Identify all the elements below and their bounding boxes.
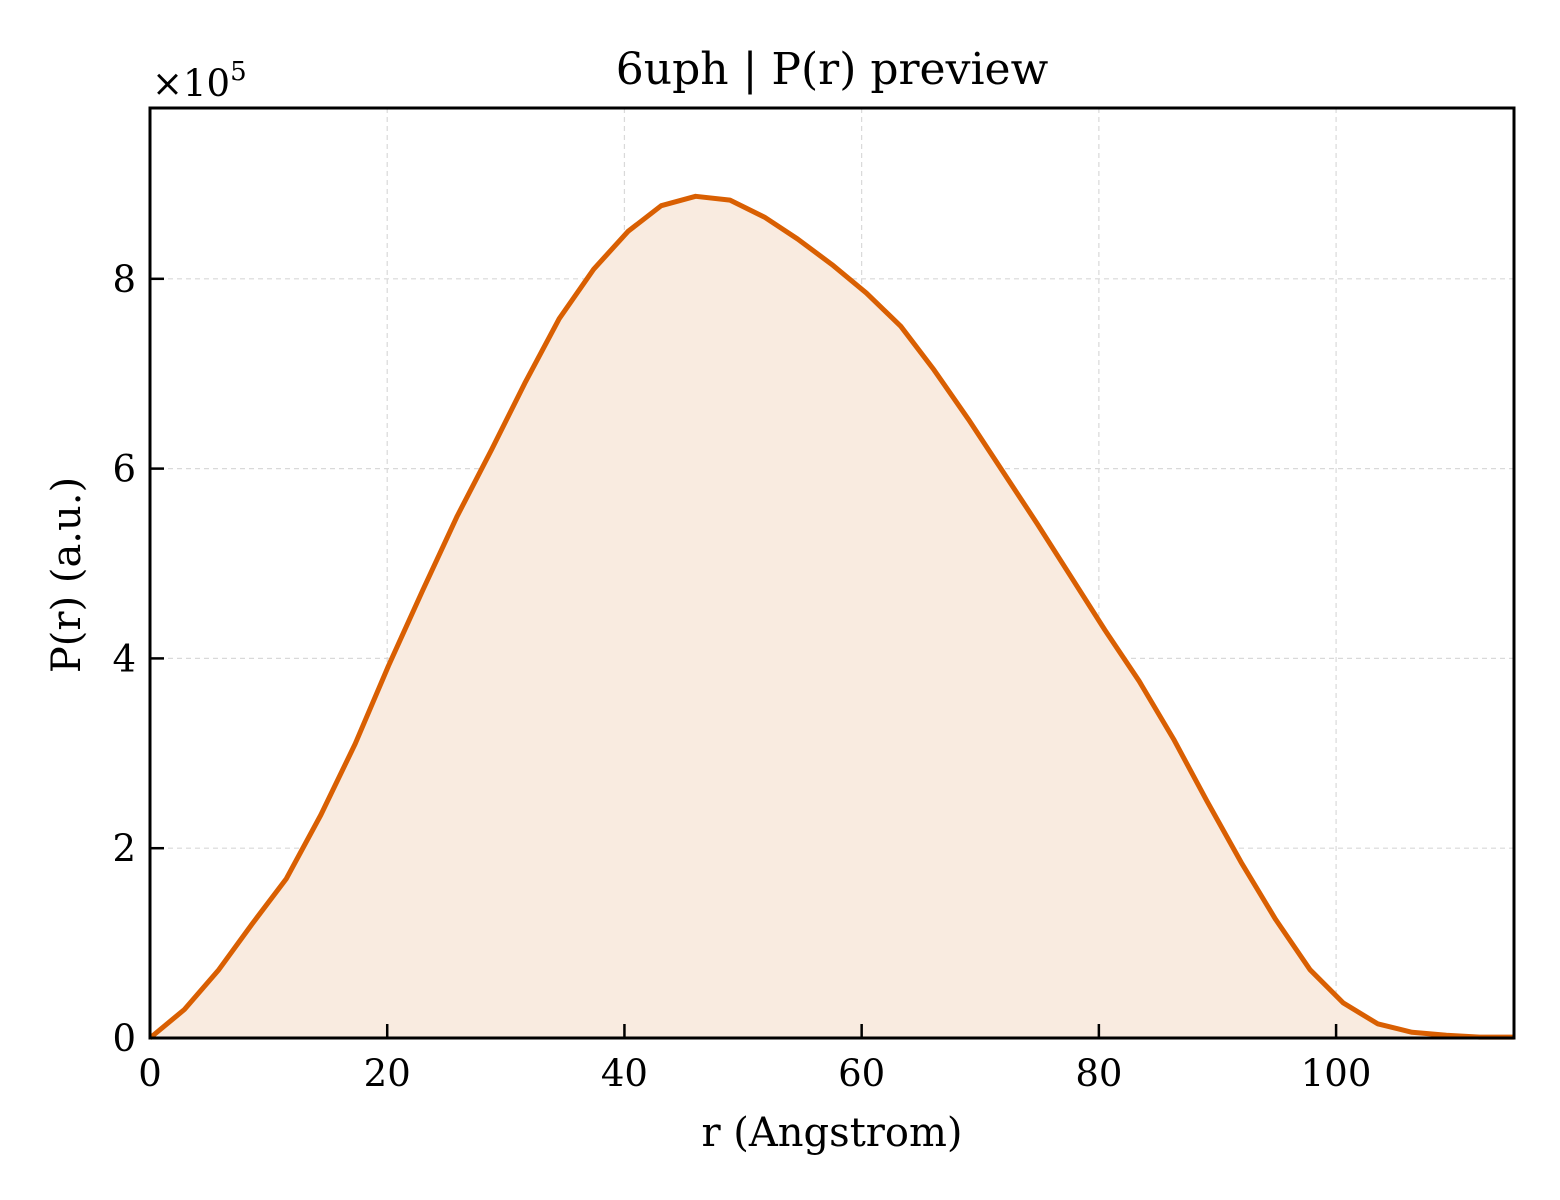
x-tick-label: 20 (364, 1052, 411, 1095)
y-axis-scale-base: ×10 (152, 62, 230, 105)
tick-layer: 0 20 40 60 80 100 0 2 4 6 8 (112, 258, 1371, 1095)
y-tick-label: 0 (112, 1017, 136, 1060)
chart-title: 6uph | P(r) preview (616, 44, 1049, 95)
area-fill (150, 196, 1514, 1039)
x-tick-label: 60 (838, 1052, 885, 1095)
x-tick-label: 0 (138, 1052, 162, 1095)
y-tick-label: 2 (112, 827, 136, 870)
plot-frame (148, 106, 1516, 1040)
x-axis-label: r (Angstrom) (701, 1110, 962, 1156)
y-tick-label: 4 (112, 637, 136, 680)
series-line (148, 193, 1514, 1040)
x-tick-label: 100 (1301, 1052, 1372, 1095)
x-tick-label: 40 (601, 1052, 648, 1095)
y-tick-label: 6 (112, 448, 136, 491)
x-tick-label: 80 (1075, 1052, 1122, 1095)
y-tick-label: 8 (112, 258, 136, 301)
y-axis-label: P(r) (a.u.) (44, 477, 90, 673)
y-axis-scale-label: ×105 (152, 57, 247, 105)
y-axis-scale-exponent: 5 (230, 57, 247, 87)
